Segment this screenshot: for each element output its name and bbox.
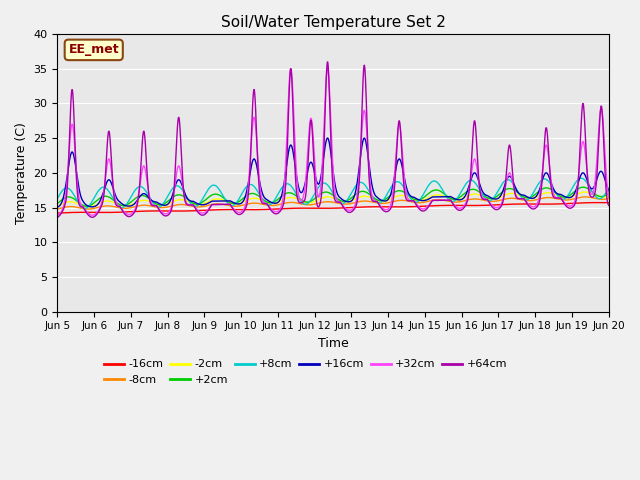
-16cm bbox=[589, 200, 596, 205]
-2cm bbox=[605, 193, 612, 199]
+8cm bbox=[589, 190, 597, 196]
+16cm bbox=[54, 204, 61, 210]
+2cm bbox=[54, 201, 61, 206]
+16cm bbox=[322, 142, 330, 147]
-2cm bbox=[54, 204, 61, 209]
+32cm bbox=[287, 66, 294, 72]
+64cm bbox=[605, 203, 612, 208]
+32cm bbox=[589, 191, 596, 196]
-2cm bbox=[307, 200, 315, 205]
+8cm bbox=[81, 205, 89, 211]
+16cm bbox=[589, 185, 597, 191]
X-axis label: Time: Time bbox=[317, 337, 348, 350]
+64cm bbox=[54, 215, 61, 220]
+2cm bbox=[82, 204, 90, 209]
+8cm bbox=[82, 205, 90, 211]
+2cm bbox=[488, 196, 495, 202]
Line: -8cm: -8cm bbox=[58, 197, 609, 209]
+64cm bbox=[307, 118, 315, 123]
+2cm bbox=[322, 189, 330, 195]
+2cm bbox=[83, 204, 90, 209]
-8cm bbox=[322, 199, 330, 205]
+2cm bbox=[307, 198, 315, 204]
+64cm bbox=[82, 208, 90, 214]
Y-axis label: Temperature (C): Temperature (C) bbox=[15, 122, 28, 224]
Line: +2cm: +2cm bbox=[58, 187, 609, 206]
+16cm bbox=[589, 186, 596, 192]
+8cm bbox=[307, 197, 315, 203]
+16cm bbox=[605, 188, 612, 194]
-2cm bbox=[322, 194, 330, 200]
+8cm bbox=[577, 175, 585, 181]
Line: +8cm: +8cm bbox=[58, 178, 609, 208]
Line: +16cm: +16cm bbox=[58, 138, 609, 207]
-8cm bbox=[581, 194, 589, 200]
+8cm bbox=[488, 197, 495, 203]
Text: EE_met: EE_met bbox=[68, 43, 119, 56]
+64cm bbox=[589, 194, 597, 200]
+64cm bbox=[324, 59, 332, 65]
+16cm bbox=[324, 135, 332, 141]
-2cm bbox=[82, 204, 90, 209]
Legend: -16cm, -8cm, -2cm, +2cm, +8cm, +16cm, +32cm, +64cm: -16cm, -8cm, -2cm, +2cm, +8cm, +16cm, +3… bbox=[99, 355, 511, 389]
-8cm bbox=[82, 206, 90, 212]
-16cm bbox=[488, 202, 495, 208]
+2cm bbox=[589, 190, 597, 195]
-2cm bbox=[581, 189, 589, 195]
-8cm bbox=[589, 195, 597, 201]
-16cm bbox=[595, 200, 602, 205]
+8cm bbox=[54, 196, 61, 202]
Line: +64cm: +64cm bbox=[58, 62, 609, 217]
+16cm bbox=[82, 202, 90, 207]
-8cm bbox=[54, 206, 61, 212]
-8cm bbox=[488, 199, 495, 204]
Title: Soil/Water Temperature Set 2: Soil/Water Temperature Set 2 bbox=[221, 15, 445, 30]
-8cm bbox=[307, 202, 315, 208]
+32cm bbox=[605, 194, 612, 200]
+64cm bbox=[589, 194, 596, 200]
-2cm bbox=[589, 192, 597, 197]
-16cm bbox=[82, 209, 90, 215]
-16cm bbox=[54, 210, 61, 216]
+2cm bbox=[579, 184, 587, 190]
Line: -2cm: -2cm bbox=[58, 192, 609, 207]
Line: +32cm: +32cm bbox=[58, 69, 609, 216]
-8cm bbox=[589, 195, 596, 201]
+32cm bbox=[82, 207, 90, 213]
-2cm bbox=[488, 196, 495, 202]
-16cm bbox=[589, 200, 596, 205]
-2cm bbox=[84, 204, 92, 210]
+32cm bbox=[589, 190, 597, 196]
+32cm bbox=[488, 202, 495, 208]
-2cm bbox=[589, 191, 597, 197]
-16cm bbox=[605, 200, 612, 205]
+32cm bbox=[307, 116, 315, 121]
+32cm bbox=[54, 213, 61, 218]
+16cm bbox=[488, 195, 495, 201]
+8cm bbox=[589, 191, 597, 196]
Line: -16cm: -16cm bbox=[58, 203, 609, 213]
-16cm bbox=[307, 205, 315, 211]
+64cm bbox=[488, 204, 495, 209]
+2cm bbox=[605, 190, 612, 196]
+64cm bbox=[322, 98, 330, 104]
+8cm bbox=[605, 185, 612, 191]
-16cm bbox=[322, 205, 330, 211]
+32cm bbox=[322, 84, 330, 90]
+16cm bbox=[307, 159, 315, 165]
+8cm bbox=[322, 180, 330, 186]
+2cm bbox=[589, 190, 597, 196]
-8cm bbox=[605, 196, 612, 202]
